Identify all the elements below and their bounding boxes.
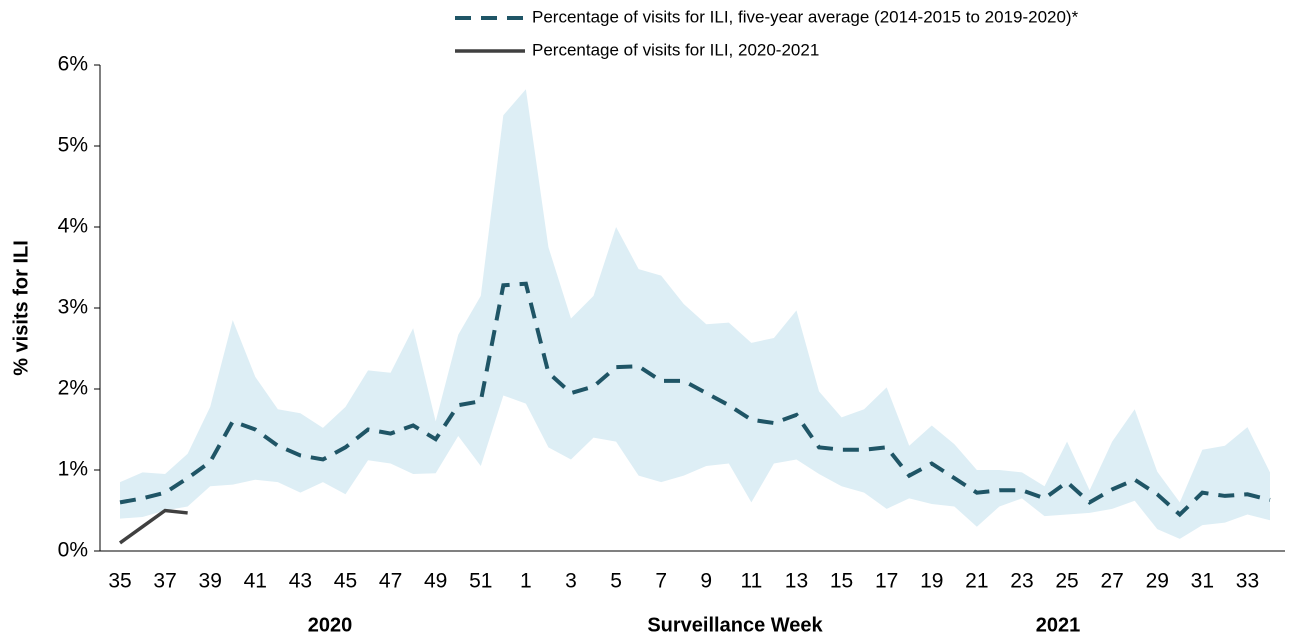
x-tick-label: 1 [520,570,532,593]
series-line [119,281,1271,518]
x-tick-label: 9 [700,570,712,593]
legend-label: Percentage of visits for ILI, five-year … [532,7,1079,26]
y-tick-label: 4% [58,215,88,238]
x-tick-label: 29 [1146,570,1169,593]
x-tick-label: 45 [334,570,357,593]
x-tick-label: 39 [199,570,222,593]
x-tick-label: 11 [740,570,762,593]
x-tick-label: 21 [965,570,988,593]
x-tick-label: 5 [610,570,622,593]
x-tick-label: 3 [565,570,577,593]
x-tick-label: 23 [1010,570,1033,593]
legend-label: Percentage of visits for ILI, 2020-2021 [532,40,819,59]
x-tick-label: 17 [875,570,898,593]
x-tick-label: 51 [469,570,492,593]
x-tick-label: 47 [379,570,402,593]
x-group-label: 2021 [1036,614,1081,636]
x-group-label: 2020 [308,614,353,636]
series-line [118,508,188,545]
legend: Percentage of visits for ILI, five-year … [455,7,1079,59]
y-tick-label: 1% [58,458,88,481]
y-tick-label: 2% [58,377,88,400]
x-tick-label: 31 [1191,570,1214,593]
x-tick-label: 37 [153,570,176,593]
x-tick-label: 25 [1055,570,1078,593]
x-tick-label: 27 [1100,570,1123,593]
x-axis-label: Surveillance Week [647,614,823,636]
x-tick-label: 13 [785,570,808,593]
x-tick-label: 35 [108,570,131,593]
y-tick-label: 0% [58,539,88,562]
x-tick-label: 15 [830,570,853,593]
x-tick-label: 33 [1236,570,1259,593]
x-tick-label: 41 [244,570,267,593]
y-axis-label: % visits for ILI [10,240,32,376]
range-band [120,89,1270,539]
x-tick-label: 7 [655,570,667,593]
x-tick-label: 19 [920,570,943,593]
x-tick-label: 49 [424,570,447,593]
y-tick-label: 6% [58,53,88,76]
x-tick-label: 43 [289,570,312,593]
y-tick-label: 3% [58,296,88,319]
y-tick-label: 5% [58,134,88,157]
